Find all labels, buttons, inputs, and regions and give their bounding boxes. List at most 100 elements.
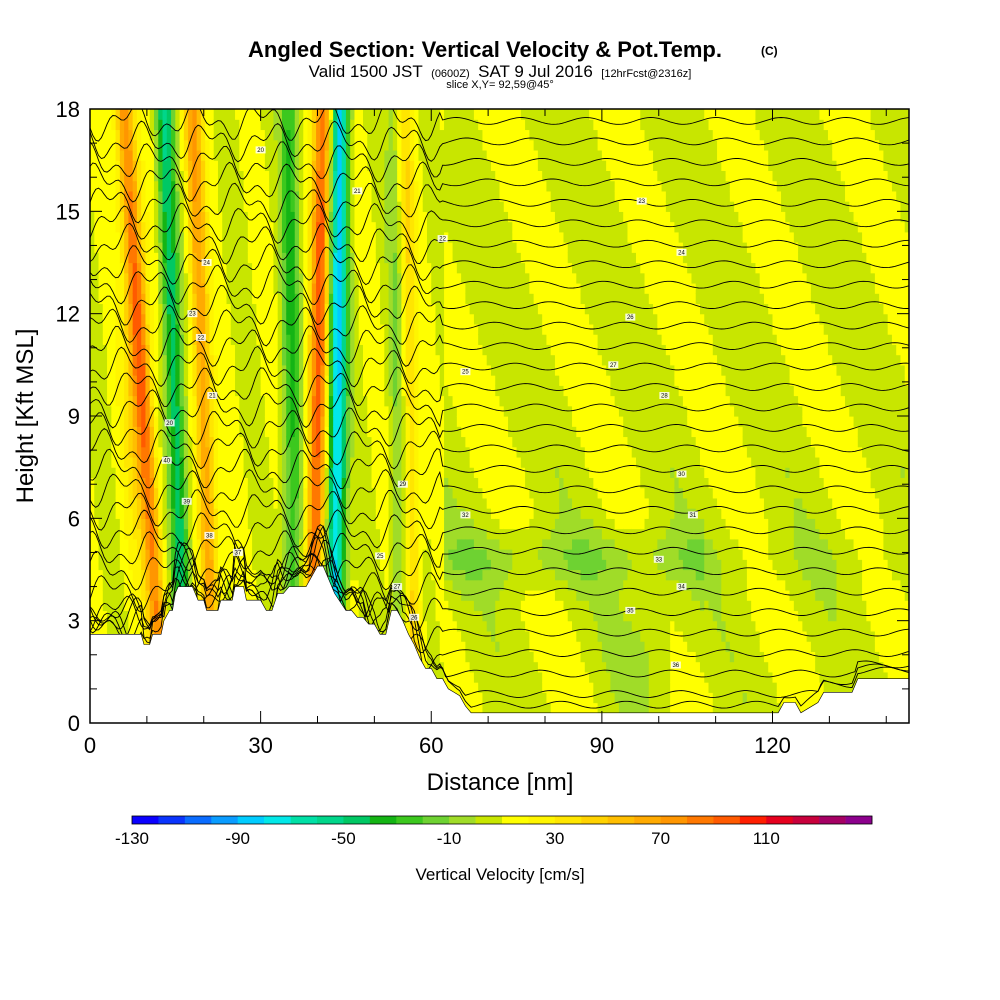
velocity-cell [350,293,356,305]
velocity-cell [392,190,398,202]
velocity-cell [337,180,343,192]
velocity-cell [256,242,262,253]
velocity-cell [418,149,424,161]
velocity-cell [333,180,339,192]
velocity-cell [196,487,202,499]
velocity-cell [333,426,339,438]
velocity-cell [337,354,343,366]
velocity-cell [175,375,181,386]
velocity-cell [136,538,142,550]
velocity-cell [388,426,394,438]
velocity-cell [247,589,253,601]
velocity-cell [98,190,104,202]
velocity-cell [397,426,402,438]
velocity-cell [316,272,321,284]
velocity-cell [252,293,257,305]
velocity-cell [235,569,240,581]
velocity-cell [235,190,240,202]
velocity-cell [409,180,415,192]
velocity-cell [401,497,407,509]
velocity-cell [205,405,211,417]
velocity-cell [209,538,215,550]
velocity-cell [179,303,185,315]
velocity-cell [171,190,176,202]
velocity-cell [290,211,296,223]
velocity-cell [273,272,279,284]
velocity-cell [328,201,334,212]
velocity-cell [205,242,211,253]
velocity-cell [444,661,449,673]
velocity-cell [375,313,381,325]
velocity-cell [226,242,232,253]
velocity-cell [124,313,129,325]
velocity-cell [247,579,253,591]
velocity-cell [256,405,262,417]
velocity-cell [158,354,164,366]
velocity-cell [371,364,377,376]
velocity-cell [290,334,296,345]
velocity-cell [175,180,181,192]
velocity-cell [162,405,168,417]
velocity-cell [303,416,309,427]
velocity-cell [230,364,236,376]
velocity-cell [111,508,117,519]
velocity-cell [175,323,181,335]
velocity-cell [183,569,189,581]
velocity-cell [222,456,228,468]
velocity-cell [264,436,270,448]
velocity-cell [209,170,215,182]
velocity-cell [166,293,172,305]
velocity-cell [217,344,223,356]
velocity-cell [226,405,232,417]
velocity-cell [247,221,253,233]
velocity-cell [128,395,134,407]
velocity-cell [269,559,275,571]
velocity-cell [324,201,330,212]
velocity-cell [102,456,108,468]
velocity-cell [290,231,296,243]
velocity-cell [273,313,279,325]
velocity-cell [162,436,168,448]
velocity-cell [166,334,172,345]
velocity-cell [401,487,407,499]
velocity-cell [333,190,339,202]
velocity-cell [209,160,215,171]
velocity-cell [375,375,381,386]
velocity-cell [337,385,343,397]
velocity-cell [222,109,228,120]
velocity-cell [299,231,304,243]
velocity-cell [166,211,172,223]
velocity-cell [175,497,181,509]
velocity-cell [222,221,228,233]
velocity-cell [213,109,219,120]
velocity-cell [205,139,211,151]
velocity-cell [392,119,398,131]
velocity-cell [371,610,377,622]
velocity-cell [354,589,360,601]
velocity-cell [166,313,172,325]
velocity-cell [128,364,134,376]
velocity-cell [337,416,343,427]
velocity-cell [439,129,445,141]
velocity-cell [260,170,266,182]
velocity-cell [136,344,142,356]
velocity-cell [226,201,232,212]
velocity-cell [299,446,304,458]
velocity-cell [401,375,407,386]
velocity-cell [363,180,368,192]
velocity-cell [281,334,287,345]
velocity-cell [405,375,411,386]
velocity-cell [145,549,151,560]
velocity-cell [200,272,206,284]
velocity-cell [290,323,296,335]
velocity-cell [179,395,185,407]
velocity-cell [107,354,112,366]
velocity-cell [175,334,181,345]
velocity-cell [418,272,424,284]
velocity-cell [388,467,394,478]
velocity-cell [235,508,240,519]
velocity-cell [209,334,215,345]
velocity-cell [333,375,339,386]
velocity-cell [171,323,176,335]
velocity-cell [149,508,155,519]
